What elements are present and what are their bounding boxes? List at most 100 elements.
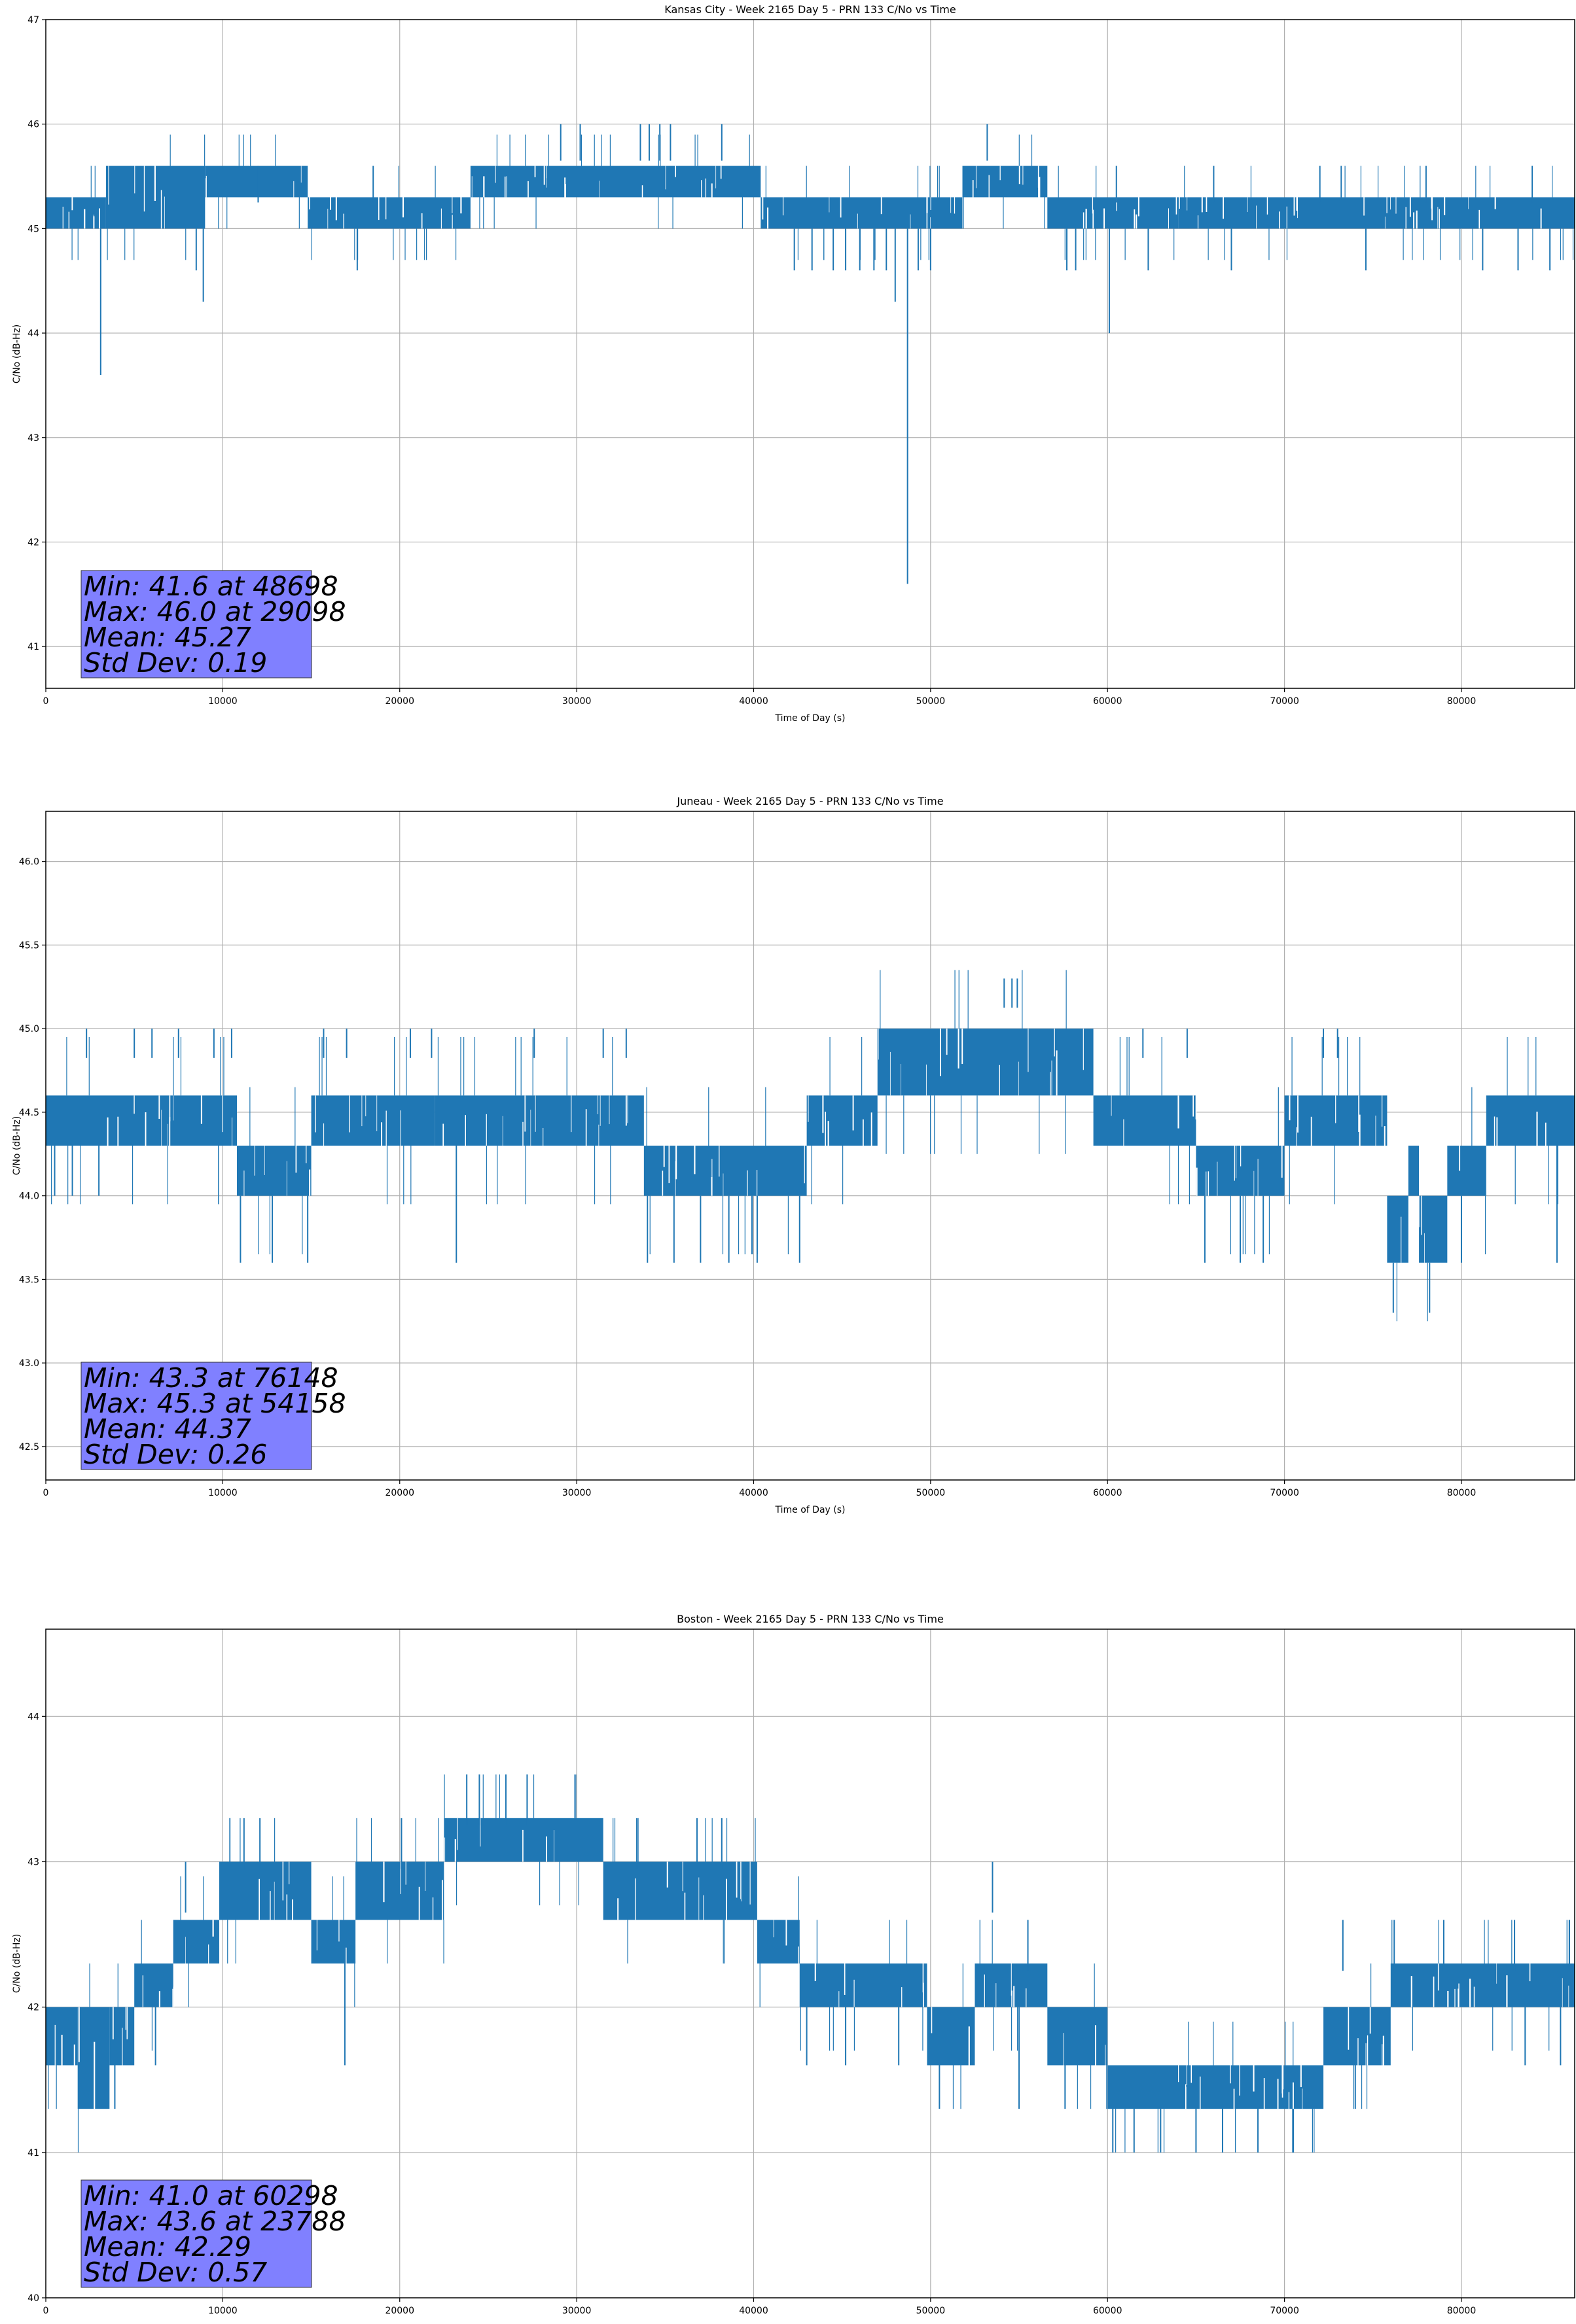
data-band xyxy=(1390,1963,1575,2007)
data-gap xyxy=(995,1983,997,2007)
data-gap xyxy=(703,1895,704,1920)
data-gap xyxy=(1365,2043,1367,2066)
x-tick-label: 30000 xyxy=(562,2306,592,2316)
x-tick-label: 10000 xyxy=(208,2306,238,2316)
data-gap xyxy=(600,1095,601,1126)
x-tick-label: 10000 xyxy=(208,696,238,707)
data-gap xyxy=(418,1886,420,1920)
data-gap xyxy=(1192,1095,1194,1117)
chart-title: Kansas City - Week 2165 Day 5 - PRN 133 … xyxy=(664,3,956,16)
data-gap xyxy=(922,1982,924,2007)
data-gap xyxy=(662,1171,664,1196)
data-gap xyxy=(840,197,842,218)
data-gap xyxy=(1223,197,1225,219)
x-tick-label: 60000 xyxy=(1093,696,1122,707)
data-gap xyxy=(1281,1146,1283,1178)
chart-title: Boston - Week 2165 Day 5 - PRN 133 C/No … xyxy=(677,1613,944,1625)
data-gap xyxy=(999,1065,1001,1096)
data-gap xyxy=(939,1029,941,1076)
data-gap xyxy=(889,1051,891,1096)
x-tick-label: 20000 xyxy=(385,1488,414,1498)
data-gap xyxy=(736,1861,738,1898)
data-gap xyxy=(999,166,1001,181)
data-gap xyxy=(827,1121,829,1146)
data-gap xyxy=(804,1146,805,1184)
chart-svg: Kansas City - Week 2165 Day 5 - PRN 133 … xyxy=(12,3,1575,724)
data-gap xyxy=(825,1112,827,1146)
data-band xyxy=(46,1095,237,1146)
data-gap xyxy=(668,1146,670,1184)
data-gap xyxy=(1263,2078,1265,2109)
data-gap xyxy=(259,1878,260,1920)
data-gap xyxy=(1013,1986,1015,2007)
data-gap xyxy=(950,197,952,213)
data-gap xyxy=(1410,1976,1412,2007)
data-gap xyxy=(1083,1029,1084,1070)
data-gap xyxy=(454,1839,456,1862)
stats-line: Min: 43.3 at 76148 xyxy=(84,1362,338,1394)
data-gap xyxy=(504,176,506,198)
y-tick-label: 43 xyxy=(27,433,39,444)
data-gap xyxy=(1297,197,1298,219)
data-gap xyxy=(1195,1095,1197,1119)
data-gap xyxy=(421,213,423,229)
data-gap xyxy=(1478,209,1480,229)
stats-box-background xyxy=(81,1362,312,1470)
data-gap xyxy=(243,1171,245,1196)
data-gap xyxy=(1454,1988,1456,2007)
data-gap xyxy=(641,185,643,198)
data-gap xyxy=(663,1146,665,1167)
data-band xyxy=(799,1963,927,2007)
data-gap xyxy=(1196,1167,1198,1196)
data-gap xyxy=(380,1122,383,1146)
x-tick-label: 30000 xyxy=(562,1488,592,1498)
x-tick-label: 20000 xyxy=(385,2306,414,2316)
data-gap xyxy=(740,1861,741,1899)
data-gap xyxy=(385,197,387,220)
x-tick-label: 30000 xyxy=(562,696,592,707)
stats-box-background xyxy=(81,570,312,678)
data-gap xyxy=(958,1029,959,1069)
data-band xyxy=(205,166,308,198)
data-gap xyxy=(870,1112,872,1146)
data-band xyxy=(1387,1195,1408,1263)
data-gap xyxy=(378,197,380,220)
data-gap xyxy=(1168,208,1169,229)
data-gap xyxy=(71,197,73,211)
stats-line: Std Dev: 0.26 xyxy=(84,1439,267,1470)
y-tick-label: 45 xyxy=(27,224,39,234)
data-gap xyxy=(878,1029,879,1060)
data-band xyxy=(1447,1146,1486,1196)
data-gap xyxy=(1459,1146,1461,1171)
data-gap xyxy=(1382,2035,1384,2066)
stats-line: Mean: 45.27 xyxy=(84,622,251,653)
data-gap xyxy=(617,1898,619,1920)
data-gap xyxy=(309,197,310,210)
data-gap xyxy=(1092,197,1094,214)
data-gap xyxy=(1233,2088,1235,2109)
data-gap xyxy=(1395,197,1397,214)
data-gap xyxy=(1367,2035,1369,2066)
data-gap xyxy=(954,197,956,214)
x-axis: 0 10000 20000 30000 40000 50000 60000 70000 8000… xyxy=(43,688,1476,707)
stats-line: Max: 43.6 at 23788 xyxy=(84,2206,346,2237)
data-gap xyxy=(169,1117,171,1146)
data-gap xyxy=(126,2007,128,2039)
data-gap xyxy=(172,1988,173,2007)
data-gap xyxy=(441,1880,443,1920)
data-band xyxy=(761,197,963,229)
data-gap xyxy=(1134,209,1136,229)
data-gap xyxy=(1458,1988,1460,2007)
x-tick-label: 40000 xyxy=(739,1488,768,1498)
data-gap xyxy=(1011,1963,1012,1996)
data-gap xyxy=(108,166,109,205)
data-band xyxy=(444,1818,603,1862)
data-band xyxy=(1323,2007,1391,2066)
data-gap xyxy=(295,1146,297,1173)
data-gap xyxy=(1496,1117,1498,1146)
data-gap xyxy=(1103,208,1105,229)
data-gap xyxy=(323,1123,325,1146)
chart-svg: Juneau - Week 2165 Day 5 - PRN 133 C/No … xyxy=(12,795,1575,1515)
y-tick-label: 42 xyxy=(27,2003,39,2013)
